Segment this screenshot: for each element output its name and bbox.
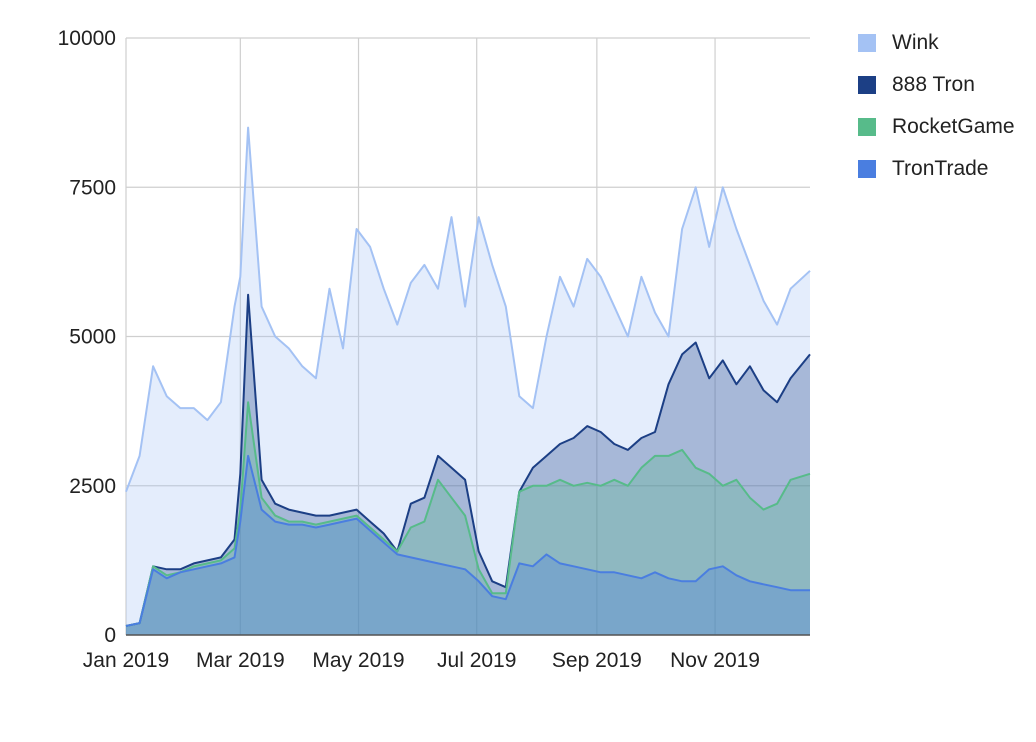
legend-swatch-trontrade <box>858 160 876 178</box>
area-wink <box>126 127 810 635</box>
line-rocketgame <box>125 401 811 627</box>
legend-item-trontrade: TronTrade <box>858 148 1015 190</box>
legend-label-trontrade: TronTrade <box>892 157 989 180</box>
line-888-tron <box>125 293 811 627</box>
y-tick-label-2500: 2500 <box>69 475 116 498</box>
y-tick-label-10000: 10000 <box>58 27 116 50</box>
legend-item-rocketgame: RocketGame <box>858 106 1015 148</box>
legend-item-888-tron: 888 Tron <box>858 64 1015 106</box>
series-areas <box>126 127 810 635</box>
legend-label-888-tron: 888 Tron <box>892 73 975 96</box>
x-tick-label-mar-2019: Mar 2019 <box>196 649 285 672</box>
x-tick-label-nov-2019: Nov 2019 <box>670 649 760 672</box>
x-tick-label-may-2019: May 2019 <box>312 649 404 672</box>
legend: Wink 888 Tron RocketGame TronTrade <box>858 22 1015 190</box>
x-tick-label-jan-2019: Jan 2019 <box>83 649 169 672</box>
line-trontrade <box>125 454 810 627</box>
legend-item-wink: Wink <box>858 22 1015 64</box>
line-wink <box>125 126 811 493</box>
series-lines <box>125 126 811 627</box>
x-tick-label-sep-2019: Sep 2019 <box>552 649 642 672</box>
y-tick-label-5000: 5000 <box>69 326 116 349</box>
axes: 0 2500 5000 7500 10000 Jan 2019 Mar 2019 May 20… <box>58 27 810 672</box>
legend-label-wink: Wink <box>892 31 939 54</box>
legend-swatch-rocketgame <box>858 118 876 136</box>
legend-swatch-888-tron <box>858 76 876 94</box>
y-tick-label-0: 0 <box>104 624 116 647</box>
x-tick-label-jul-2019: Jul 2019 <box>437 649 516 672</box>
legend-swatch-wink <box>858 34 876 52</box>
legend-label-rocketgame: RocketGame <box>892 115 1015 138</box>
area-trontrade <box>126 455 810 635</box>
area-888-tron <box>126 294 810 635</box>
y-tick-label-7500: 7500 <box>69 176 116 199</box>
